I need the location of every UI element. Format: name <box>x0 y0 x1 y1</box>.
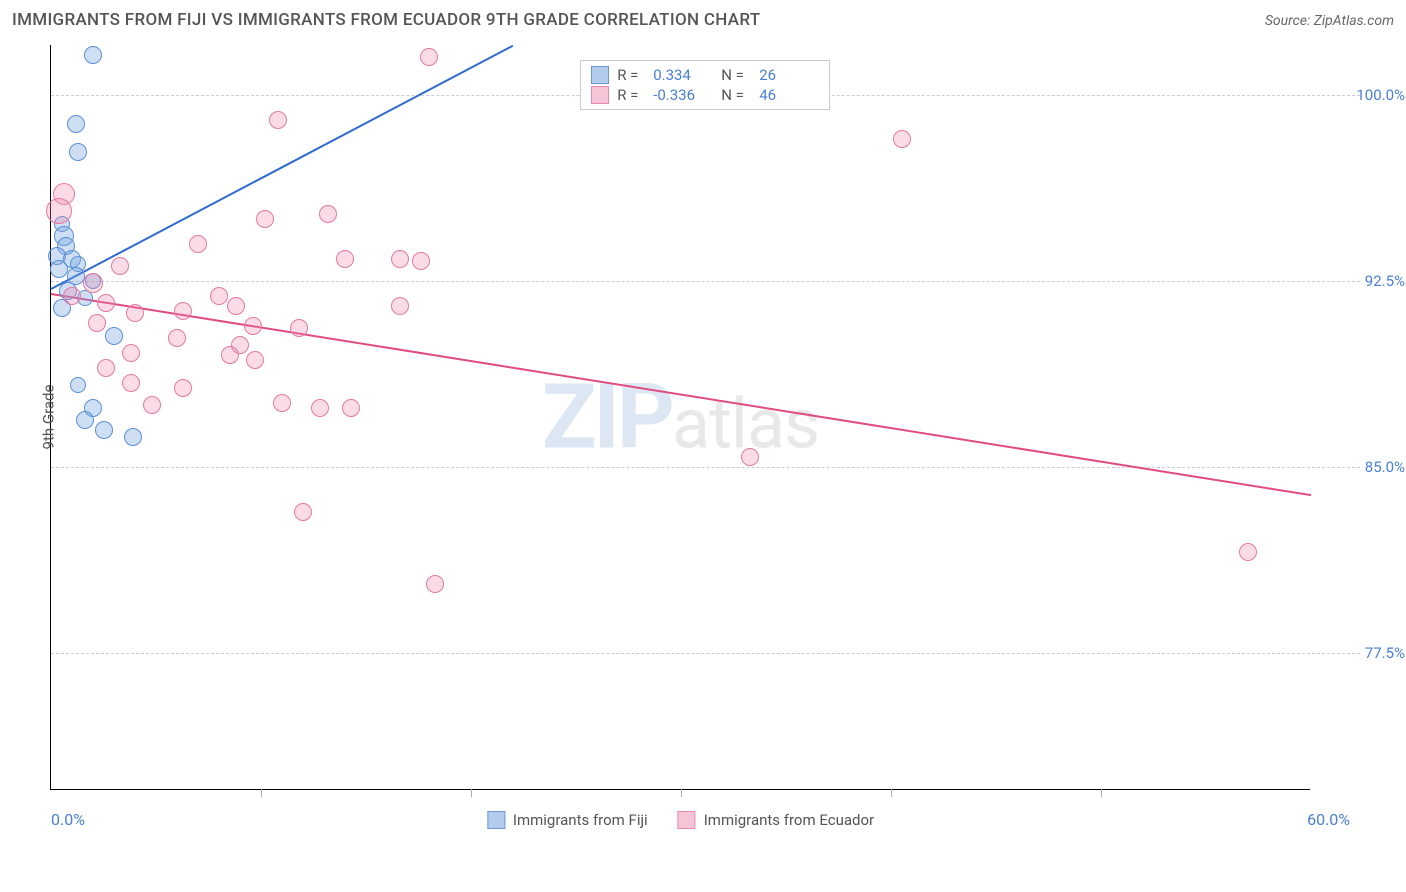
scatter-point <box>46 198 72 224</box>
y-tick-label: 85.0% <box>1365 458 1405 476</box>
scatter-point <box>342 399 360 417</box>
scatter-point <box>221 346 239 364</box>
title-bar: IMMIGRANTS FROM FIJI VS IMMIGRANTS FROM … <box>12 10 1394 30</box>
x-tick <box>1101 789 1102 797</box>
scatter-point <box>336 250 354 268</box>
scatter-point <box>227 297 245 315</box>
x-tick <box>261 789 262 797</box>
scatter-point <box>893 130 911 148</box>
gridline <box>51 467 1360 468</box>
correlation-legend-row: R =-0.336N =46 <box>591 85 819 105</box>
y-tick-label: 92.5% <box>1365 272 1405 290</box>
correlation-legend: R =0.334N =26R =-0.336N =46 <box>580 60 830 110</box>
scatter-point <box>174 379 192 397</box>
scatter-point <box>97 359 115 377</box>
x-tick <box>471 789 472 797</box>
scatter-point <box>76 411 94 429</box>
scatter-point <box>426 575 444 593</box>
scatter-point <box>63 287 81 305</box>
scatter-point <box>67 115 85 133</box>
legend-swatch <box>591 66 609 84</box>
x-tick <box>891 789 892 797</box>
legend-swatch-ecuador <box>678 811 696 829</box>
scatter-point <box>246 351 264 369</box>
scatter-point <box>174 302 192 320</box>
scatter-point <box>122 374 140 392</box>
scatter-point <box>391 297 409 315</box>
scatter-point <box>83 273 103 293</box>
plot-area: 9th Grade ZIP atlas 0.0% 60.0% Immigrant… <box>50 45 1310 790</box>
scatter-point <box>124 428 142 446</box>
scatter-point <box>420 48 438 66</box>
trend-line-fiji <box>51 45 514 290</box>
scatter-point <box>95 421 113 439</box>
scatter-point <box>122 344 140 362</box>
scatter-point <box>111 257 129 275</box>
legend-item-fiji: Immigrants from Fiji <box>487 811 648 829</box>
y-tick-label: 100.0% <box>1356 86 1405 104</box>
gridline <box>51 653 1360 654</box>
scatter-point <box>391 250 409 268</box>
x-tick <box>681 789 682 797</box>
scatter-point <box>189 235 207 253</box>
bottom-legend: Immigrants from Fiji Immigrants from Ecu… <box>487 811 874 829</box>
x-axis-max-label: 60.0% <box>1307 810 1350 829</box>
scatter-point <box>741 448 759 466</box>
scatter-point <box>50 260 68 278</box>
trend-line-ecuador <box>51 293 1311 496</box>
scatter-point <box>273 394 291 412</box>
scatter-point <box>126 304 144 322</box>
scatter-point <box>311 399 329 417</box>
watermark: ZIP atlas <box>542 365 819 470</box>
scatter-point <box>143 396 161 414</box>
scatter-point <box>105 327 123 345</box>
legend-swatch-fiji <box>487 811 505 829</box>
gridline <box>51 281 1360 282</box>
legend-swatch <box>591 86 609 104</box>
source-label: Source: ZipAtlas.com <box>1265 13 1394 29</box>
scatter-point <box>88 314 106 332</box>
chart-title: IMMIGRANTS FROM FIJI VS IMMIGRANTS FROM … <box>12 10 760 30</box>
scatter-point <box>412 252 430 270</box>
y-axis-title: 9th Grade <box>39 385 57 450</box>
x-axis-min-label: 0.0% <box>51 810 85 829</box>
scatter-point <box>319 205 337 223</box>
scatter-point <box>244 317 262 335</box>
scatter-point <box>1239 543 1257 561</box>
scatter-point <box>290 319 308 337</box>
scatter-point <box>97 294 115 312</box>
scatter-point <box>69 143 87 161</box>
scatter-point <box>84 46 102 64</box>
scatter-point <box>269 111 287 129</box>
correlation-legend-row: R =0.334N =26 <box>591 65 819 85</box>
scatter-point <box>168 329 186 347</box>
scatter-point <box>294 503 312 521</box>
scatter-point <box>70 377 86 393</box>
scatter-point <box>210 287 228 305</box>
scatter-point <box>256 210 274 228</box>
legend-item-ecuador: Immigrants from Ecuador <box>678 811 874 829</box>
y-tick-label: 77.5% <box>1365 644 1405 662</box>
